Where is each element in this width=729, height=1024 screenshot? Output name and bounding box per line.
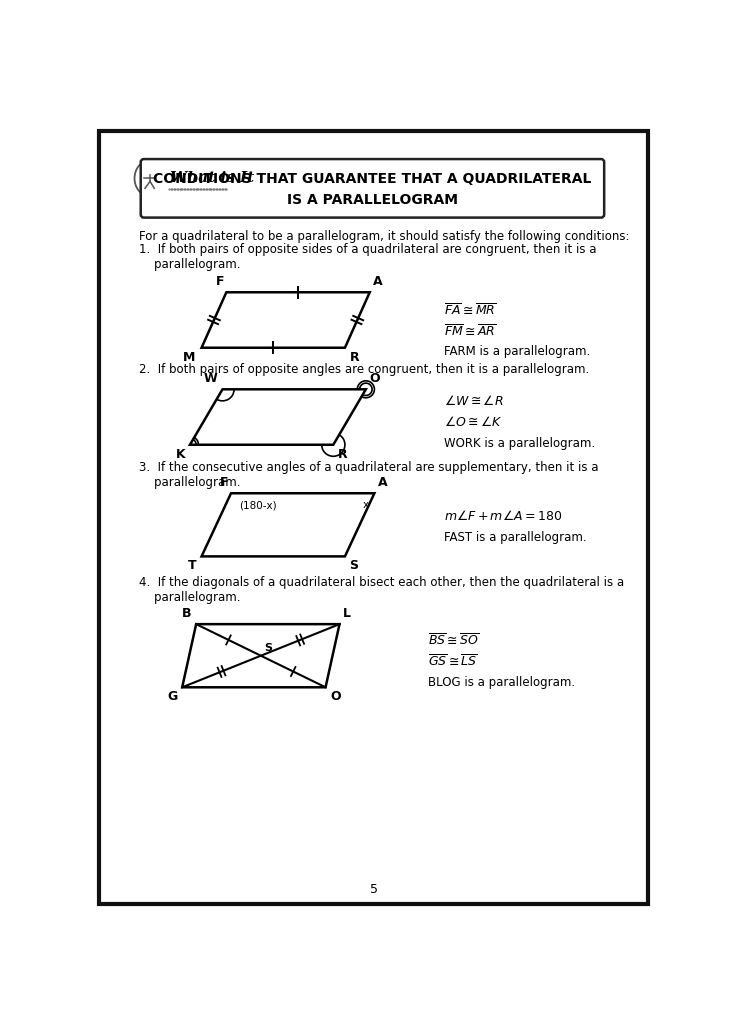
- Text: FARM is a parallelogram.: FARM is a parallelogram.: [444, 345, 590, 357]
- Text: R: R: [350, 351, 359, 364]
- Text: A: A: [378, 475, 387, 488]
- Text: $\overline{FM}\cong\overline{AR}$: $\overline{FM}\cong\overline{AR}$: [444, 324, 496, 339]
- Text: F: F: [219, 475, 228, 488]
- Text: G: G: [167, 690, 178, 703]
- Text: FAST is a parallelogram.: FAST is a parallelogram.: [444, 531, 586, 544]
- FancyBboxPatch shape: [141, 159, 604, 217]
- Text: 5: 5: [370, 884, 378, 896]
- Text: F: F: [217, 274, 225, 288]
- Text: K: K: [176, 447, 185, 461]
- Text: (180-x): (180-x): [239, 500, 276, 510]
- Text: A: A: [373, 274, 383, 288]
- Text: For a quadrilateral to be a parallelogram, it should satisfy the following condi: For a quadrilateral to be a parallelogra…: [139, 230, 630, 243]
- Text: IS A PARALLELOGRAM: IS A PARALLELOGRAM: [287, 193, 458, 207]
- Text: x: x: [363, 500, 369, 510]
- Text: $m\angle F+m\angle A=180$: $m\angle F+m\angle A=180$: [444, 509, 562, 523]
- FancyBboxPatch shape: [99, 131, 648, 903]
- Text: $\overline{GS}\cong\overline{LS}$: $\overline{GS}\cong\overline{LS}$: [428, 654, 478, 670]
- Text: CONDITIONS THAT GUARANTEE THAT A QUADRILATERAL: CONDITIONS THAT GUARANTEE THAT A QUADRIL…: [153, 172, 592, 186]
- Text: 4.  If the diagonals of a quadrilateral bisect each other, then the quadrilatera: 4. If the diagonals of a quadrilateral b…: [139, 577, 624, 604]
- Text: S: S: [264, 643, 272, 652]
- Text: 3.  If the consecutive angles of a quadrilateral are supplementary, then it is a: 3. If the consecutive angles of a quadri…: [139, 461, 599, 488]
- Text: B: B: [182, 606, 192, 620]
- Text: M: M: [183, 351, 195, 364]
- Text: WORK is a parallelogram.: WORK is a parallelogram.: [444, 437, 595, 450]
- Text: $\overline{BS}\cong\overline{SO}$: $\overline{BS}\cong\overline{SO}$: [428, 633, 480, 648]
- Text: BLOG is a parallelogram.: BLOG is a parallelogram.: [428, 676, 575, 689]
- Text: S: S: [350, 559, 359, 572]
- Text: O: O: [369, 372, 380, 385]
- Text: O: O: [330, 690, 341, 703]
- Text: T: T: [188, 559, 197, 572]
- Text: 1.  If both pairs of opposite sides of a quadrilateral are congruent, then it is: 1. If both pairs of opposite sides of a …: [139, 243, 596, 271]
- Text: L: L: [343, 606, 351, 620]
- Text: $\angle O \cong \angle K$: $\angle O \cong \angle K$: [444, 416, 502, 429]
- Text: $\overline{FA}\cong\overline{MR}$: $\overline{FA}\cong\overline{MR}$: [444, 303, 496, 318]
- Text: R: R: [338, 447, 348, 461]
- Text: $\angle W \cong \angle R$: $\angle W \cong \angle R$: [444, 394, 503, 408]
- Text: W: W: [204, 372, 218, 385]
- Text: 2.  If both pairs of opposite angles are congruent, then it is a parallelogram.: 2. If both pairs of opposite angles are …: [139, 364, 590, 376]
- Text: What is It: What is It: [170, 171, 254, 185]
